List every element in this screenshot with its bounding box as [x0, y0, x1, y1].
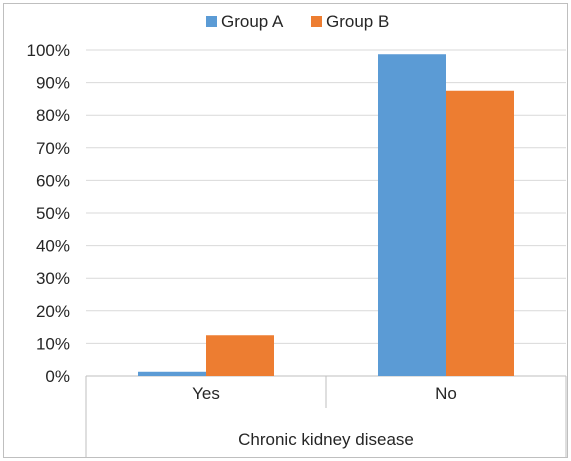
y-tick-label: 70% — [36, 139, 70, 158]
x-tick-label: No — [435, 384, 457, 403]
y-tick-label: 100% — [27, 41, 70, 60]
y-tick-label: 20% — [36, 302, 70, 321]
legend-label: Group A — [221, 12, 284, 31]
legend-label: Group B — [326, 12, 389, 31]
y-axis-tick-labels: 0% 10% 20% 30% 40% 50% 60% 70% 80% 90% 100% — [27, 41, 70, 386]
y-tick-label: 50% — [36, 204, 70, 223]
y-tick-label: 60% — [36, 171, 70, 190]
legend: Group A Group B — [206, 12, 389, 31]
y-tick-label: 40% — [36, 237, 70, 256]
x-tick-label: Yes — [192, 384, 220, 403]
bar-group-a-yes — [138, 371, 206, 376]
bars — [138, 54, 514, 376]
bar-group-b-yes — [206, 335, 274, 376]
y-tick-label: 80% — [36, 106, 70, 125]
legend-swatch — [311, 16, 322, 27]
bar-group-a-no — [378, 54, 446, 376]
x-axis: Yes No Chronic kidney disease — [85, 376, 567, 458]
y-tick-label: 10% — [36, 334, 70, 353]
y-tick-label: 0% — [45, 367, 70, 386]
chart-frame — [3, 3, 568, 458]
y-tick-label: 90% — [36, 74, 70, 93]
bar-group-b-no — [446, 90, 514, 376]
x-axis-label: Chronic kidney disease — [238, 430, 414, 449]
legend-swatch — [206, 16, 217, 27]
y-tick-label: 30% — [36, 269, 70, 288]
